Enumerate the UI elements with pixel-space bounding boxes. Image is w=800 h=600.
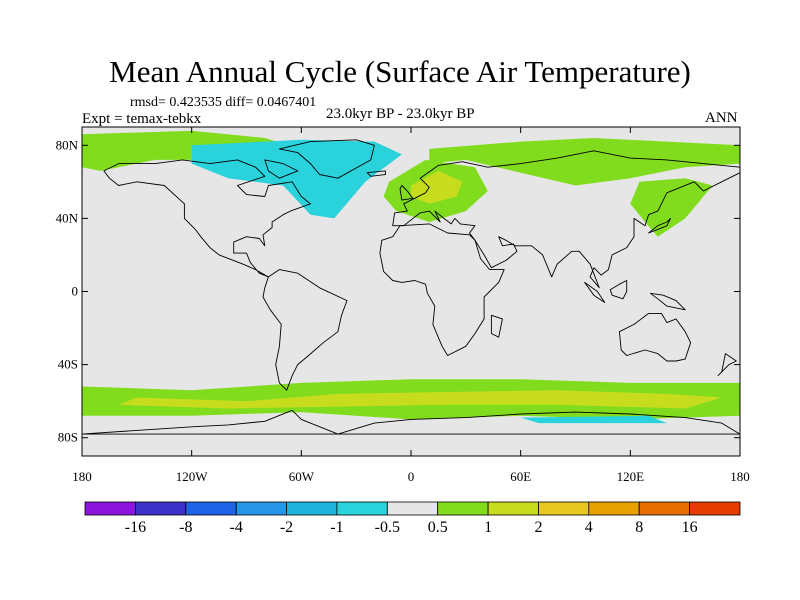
colorbar-swatch	[336, 501, 388, 516]
anomaly-region-greenland-north-atlantic	[191, 139, 402, 219]
colorbar-label: -2	[280, 519, 293, 536]
colorbar-label: 16	[682, 519, 698, 536]
lon-tick-label: 180	[730, 469, 750, 484]
anomaly-region-east-asia	[630, 178, 713, 237]
lon-tick-label: 120E	[617, 469, 645, 484]
coastline-north-america	[103, 159, 311, 278]
rmsd-diff-stats: rmsd= 0.423535 diff= 0.0467401	[130, 95, 317, 110]
lon-tick-label: 120W	[176, 469, 209, 484]
anomaly-region-eurasia-arctic	[429, 138, 740, 186]
colorbar-label: 1	[484, 519, 492, 536]
colorbar-swatch	[689, 501, 741, 516]
lon-tick-label: 60E	[510, 469, 531, 484]
anomaly-fill-layer	[82, 130, 740, 424]
anomaly-region-europe-warm-core	[411, 170, 463, 204]
colorbar-label: -8	[179, 519, 192, 536]
colorbar-label: -1	[330, 519, 343, 536]
colorbar-label: -16	[125, 519, 146, 536]
coastline-greenland	[278, 139, 375, 179]
lon-tick-label: 0	[408, 469, 415, 484]
coastline-great-britain	[399, 185, 414, 201]
coastline-borneo	[609, 280, 628, 300]
period-label: 23.0kyr BP - 23.0kyr BP	[326, 106, 475, 122]
colorbar-swatch	[84, 501, 136, 516]
coastline-baffin-island	[264, 159, 299, 179]
coastline-australia	[618, 312, 692, 362]
colorbar-label: 4	[585, 519, 593, 536]
colorbar-swatch	[235, 501, 287, 516]
colorbar-label: 0.5	[428, 519, 448, 536]
season-label: ANN	[705, 110, 738, 126]
colorbar-swatch	[588, 501, 640, 516]
lat-tick-label: 0	[72, 284, 79, 299]
colorbar-swatch	[134, 501, 187, 516]
lat-tick-label: 40N	[56, 210, 79, 225]
axis-ticks: 80N 40N 0 40S 80S 180 120W 60W 0 60E 120E 180	[56, 127, 750, 484]
colorbar-swatch	[437, 501, 489, 516]
coastline-layer	[82, 139, 740, 435]
lon-tick-label: 180	[72, 469, 92, 484]
lat-tick-label: 40S	[58, 357, 78, 372]
lat-tick-label: 80S	[58, 430, 78, 445]
coastline-eurasia	[392, 150, 740, 289]
lat-tick-label: 80N	[56, 137, 79, 152]
colorbar-swatch	[185, 501, 237, 516]
anomaly-region-southern-ocean-warm	[118, 390, 722, 409]
chart-title: Mean Annual Cycle (Surface Air Temperatu…	[109, 54, 691, 89]
coastline-iceland	[366, 170, 386, 177]
coastline-new-guinea	[649, 292, 686, 311]
coastline-antarctica	[82, 409, 740, 435]
coastline-new-zealand	[717, 353, 737, 377]
coastline-south-america	[262, 269, 348, 391]
anomaly-region-ross-sea-cool	[520, 415, 667, 424]
colorbar-swatch	[487, 501, 539, 516]
coastline-japan	[648, 217, 671, 234]
anomaly-region-arctic-north-america	[82, 130, 302, 171]
coastline-sumatra	[584, 281, 606, 303]
colorbar-label: 2	[535, 519, 543, 536]
colorbar-label: -0.5	[375, 519, 400, 536]
colorbar-swatch	[638, 501, 691, 516]
coastline-madagascar	[490, 314, 503, 338]
colorbar-swatch	[286, 501, 338, 516]
colorbar-label: -4	[230, 519, 243, 536]
lon-tick-label: 60W	[289, 469, 315, 484]
coastline-africa	[379, 223, 505, 356]
colorbar-label: 8	[635, 519, 643, 536]
colorbar-swatch	[386, 501, 439, 516]
colorbar-swatch	[538, 501, 590, 516]
experiment-label: Expt = temax-tebkx	[82, 111, 202, 127]
